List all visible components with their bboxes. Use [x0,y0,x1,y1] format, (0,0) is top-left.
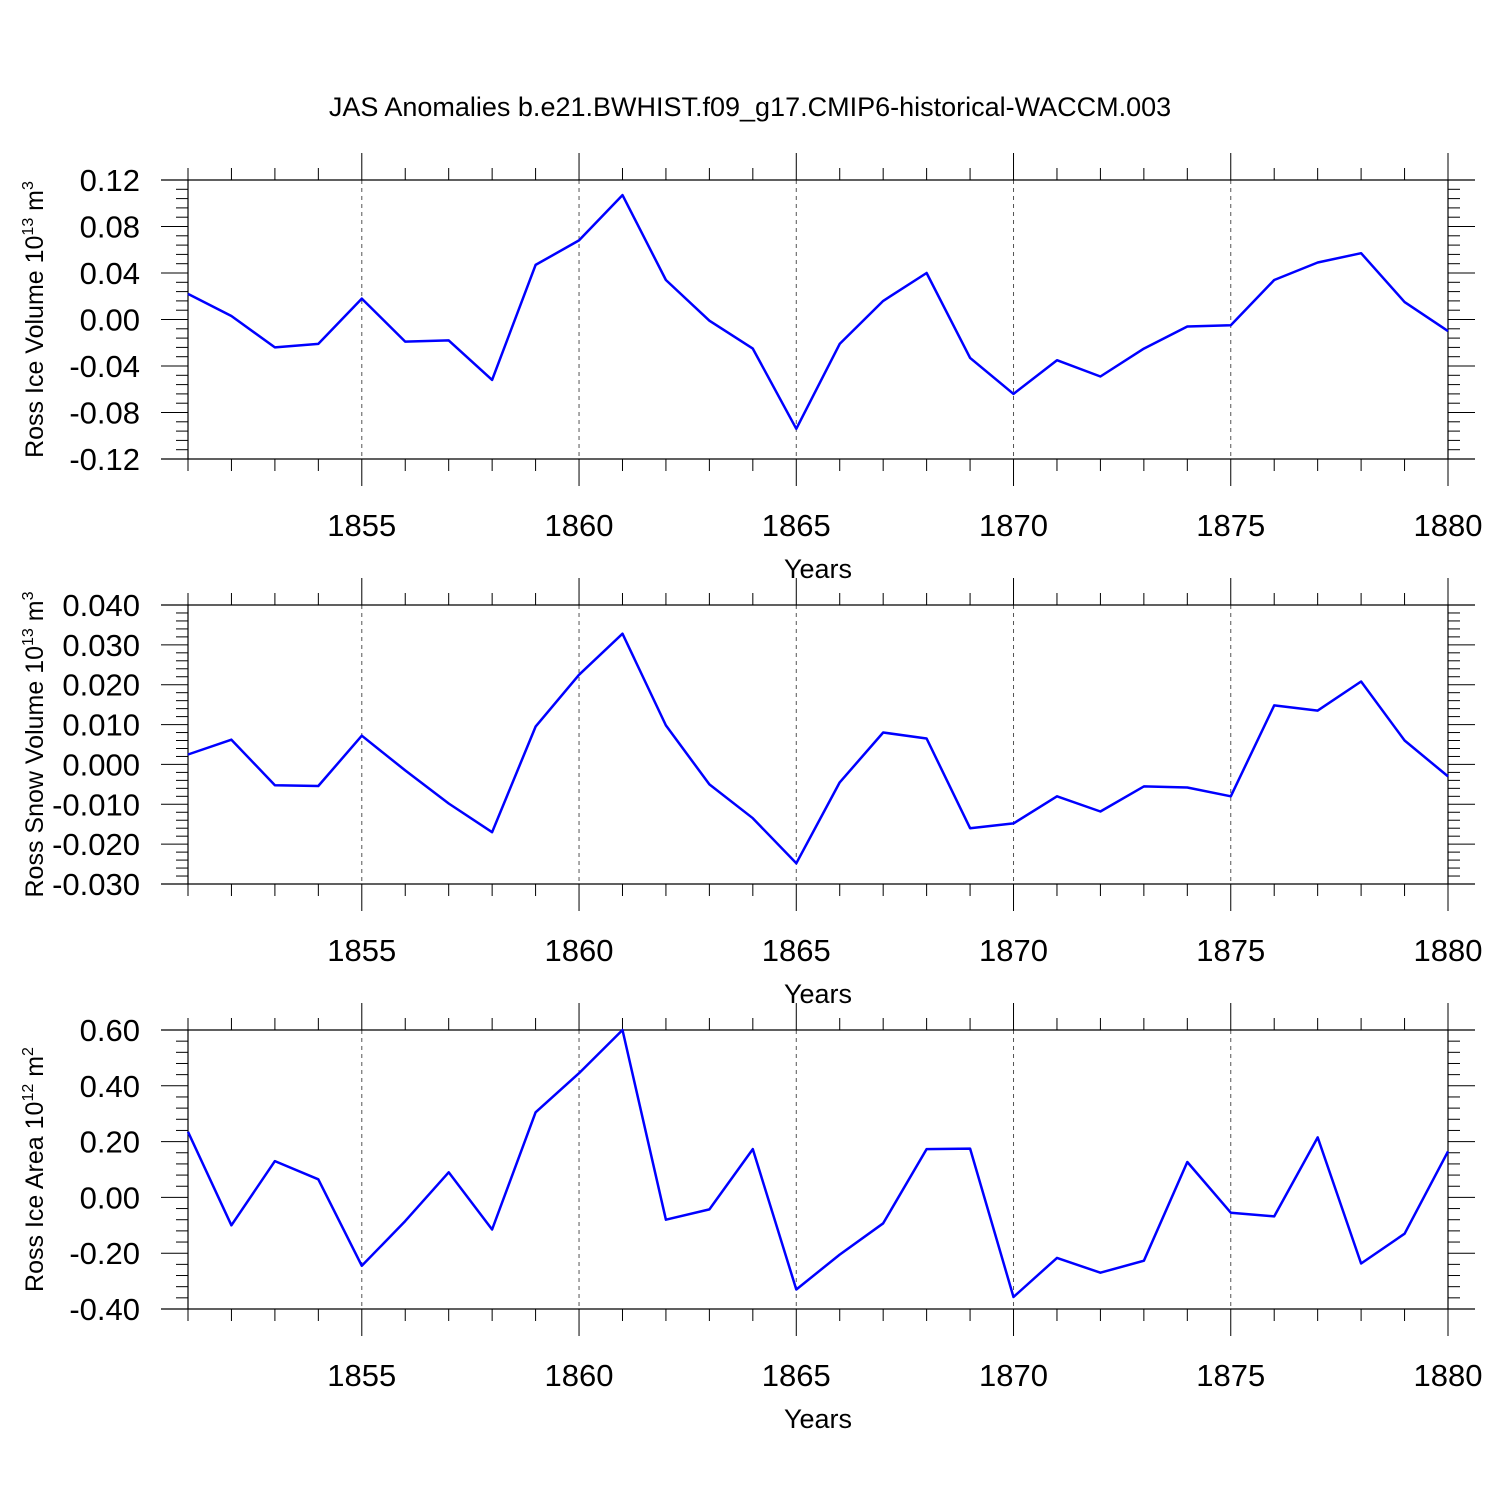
panel-1: -0.12 -0.08 -0.04 0.00 0.04 0.08 0.12 1855 1860 1… [20,153,1482,584]
y-axis-label-unit-exponent: 2 [20,1047,37,1056]
y-axis-label-base: Ross Ice Volume 10 [21,236,49,458]
series-line [186,1028,1450,1299]
x-axis-label: Years [784,979,852,1009]
x-tick-label: 1865 [762,933,831,968]
y-tick-label: 0.12 [80,163,140,198]
y-tick-label: -0.020 [52,827,140,862]
y-tick-label: -0.030 [52,867,140,902]
y-axis-label-unit: m [21,190,49,218]
x-tick-label: 1860 [545,508,614,543]
y-tick-label: -0.40 [69,1292,140,1327]
y-tick-label: 0.20 [80,1125,140,1160]
x-tick-label: 1855 [327,933,396,968]
y-axis-label-unit-exponent: 3 [20,181,37,190]
y-axis-label-exponent: 12 [20,1084,37,1102]
y-tick-label: 0.60 [80,1013,140,1048]
x-tick-label: 1860 [545,1358,614,1393]
x-tick-label: 1880 [1414,508,1483,543]
x-tick-label: 1875 [1196,1358,1265,1393]
y-tick-label: 0.000 [62,747,140,782]
x-tick-label: 1855 [327,1358,396,1393]
panel-2: -0.030 -0.020 -0.010 0.000 0.010 0.020 0.030 0.… [20,578,1482,1009]
y-tick-label: 0.040 [62,588,140,623]
y-axis-label: Ross Ice Volume 1013 m3 [20,181,49,458]
y-tick-label: -0.08 [69,396,140,431]
y-axis-label-unit: m [21,1056,49,1084]
x-tick-label: 1870 [979,508,1048,543]
x-tick-label: 1880 [1414,933,1483,968]
x-tick-label: 1870 [979,1358,1048,1393]
x-tick-label: 1860 [545,933,614,968]
y-tick-label: 0.00 [80,303,140,338]
y-axis-label-unit: m [21,600,49,628]
x-tick-label: 1865 [762,508,831,543]
x-tick-label: 1875 [1196,508,1265,543]
y-tick-label: -0.04 [69,349,140,384]
series-line [187,632,1449,865]
y-tick-label: 0.020 [62,668,140,703]
x-axis-label: Years [784,554,852,584]
x-tick-label: 1865 [762,1358,831,1393]
series-line [187,193,1449,431]
y-tick-label: 0.08 [80,210,140,245]
x-tick-label: 1855 [327,508,396,543]
y-axis-label: Ross Ice Area 1012 m2 [20,1047,49,1292]
y-axis-label-unit-exponent: 3 [20,591,37,600]
y-axis-label-base: Ross Snow Volume 10 [21,646,49,898]
y-axis-label-exponent: 13 [20,218,37,236]
y-tick-label: 0.010 [62,708,140,743]
figure-title: JAS Anomalies b.e21.BWHIST.f09_g17.CMIP6… [329,92,1171,122]
y-tick-label: -0.20 [69,1236,140,1271]
panel-3: -0.40 -0.20 0.00 0.20 0.40 0.60 1855 1860 1865 18… [20,1003,1482,1434]
y-tick-label: 0.40 [80,1069,140,1104]
panels: -0.12 -0.08 -0.04 0.00 0.04 0.08 0.12 1855 1860 1… [20,153,1482,1434]
y-tick-label: 0.030 [62,628,140,663]
y-tick-label: 0.00 [80,1180,140,1215]
y-axis-label-base: Ross Ice Area 10 [21,1102,49,1292]
y-tick-label: -0.010 [52,787,140,822]
x-axis-label: Years [784,1404,852,1434]
y-tick-label: -0.12 [69,442,140,477]
y-axis-label-exponent: 13 [20,628,37,646]
y-axis-label: Ross Snow Volume 1013 m3 [20,591,49,897]
x-tick-label: 1880 [1414,1358,1483,1393]
x-tick-label: 1875 [1196,933,1265,968]
y-tick-label: 0.04 [80,256,140,291]
x-tick-label: 1870 [979,933,1048,968]
